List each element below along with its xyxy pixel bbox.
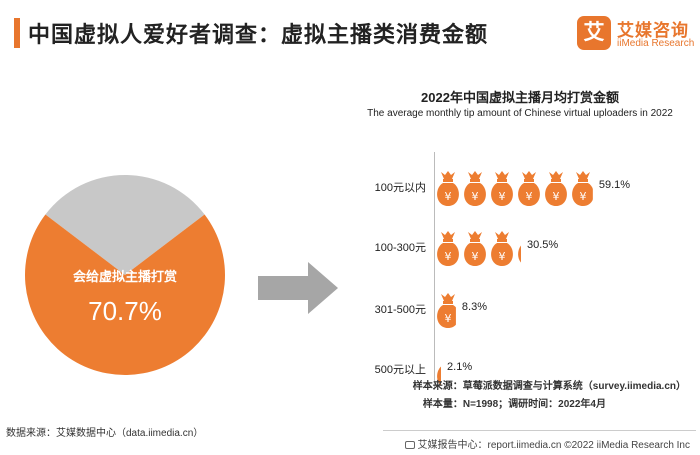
value-label: 30.5% <box>527 239 559 251</box>
svg-text:¥: ¥ <box>445 190 452 203</box>
report-icon <box>404 441 415 449</box>
pie-slice-rest <box>45 175 205 275</box>
bar-icons: ¥ ¥ ¥ ¥ <box>437 231 533 266</box>
category-label: 500元以上 <box>374 364 426 376</box>
pie-svg <box>24 175 225 376</box>
right-arrow-icon <box>258 262 338 314</box>
pie-label: 会给虚拟主播打赏 <box>72 269 177 284</box>
pictograph-bar: ¥ <box>436 290 462 330</box>
pictograph-bar: ¥ ¥ ¥ ¥ ¥ ¥ <box>436 168 597 208</box>
money-bag-icon: ¥ <box>464 231 486 266</box>
category-label: 100元以内 <box>374 182 426 194</box>
footer-divider <box>383 430 696 431</box>
money-bag-icon: ¥ <box>437 231 459 266</box>
svg-text:¥: ¥ <box>445 250 452 263</box>
value-label: 2.1% <box>447 361 473 373</box>
money-bag-icon: ¥ <box>518 245 533 263</box>
footer-copyright: 艾媒报告中心：report.iimedia.cn ©2022 iiMedia R… <box>404 436 690 451</box>
value-label: 8.3% <box>461 301 487 313</box>
page-title: 中国虚拟人爱好者调查：虚拟主播类消费金额 <box>28 22 489 47</box>
svg-text:¥: ¥ <box>580 190 587 203</box>
money-bag-icon: ¥ <box>464 171 486 206</box>
money-bag-icon: ¥ <box>545 171 567 206</box>
money-bag-icon: ¥ <box>518 171 540 206</box>
svg-text:¥: ¥ <box>499 190 506 203</box>
svg-text:¥: ¥ <box>472 250 479 263</box>
sample-size: 样本量：N=1998；调研时间：2022年4月 <box>422 399 606 410</box>
pie-value: 70.7% <box>88 296 162 326</box>
svg-text:¥: ¥ <box>526 190 533 203</box>
svg-text:¥: ¥ <box>526 250 533 263</box>
money-bag-icon: ¥ <box>491 231 513 266</box>
svg-text:¥: ¥ <box>499 250 506 263</box>
category-label: 301-500元 <box>374 304 426 316</box>
svg-text:¥: ¥ <box>553 190 560 203</box>
bar-icons: ¥ <box>437 354 442 386</box>
bar-icons: ¥ ¥ ¥ ¥ ¥ ¥ <box>437 171 593 206</box>
money-bag-icon: ¥ <box>437 171 459 206</box>
svg-text:¥: ¥ <box>445 312 452 325</box>
money-bag-icon: ¥ <box>437 293 456 328</box>
logo-mark: 艾 <box>577 16 611 50</box>
pictograph-bar: ¥ <box>436 350 462 390</box>
chart-axis-line <box>434 152 435 390</box>
title-accent-bar <box>14 18 20 48</box>
pie-chart: 会给虚拟主播打赏 70.7% <box>0 150 250 400</box>
chart-subtitle: The average monthly tip amount of Chines… <box>367 108 673 119</box>
money-bag-icon: ¥ <box>491 171 513 206</box>
logo-name: 艾媒咨询 <box>617 21 689 40</box>
logo-subtitle: iiMedia Research <box>617 38 695 49</box>
data-source: 数据来源：艾媒数据中心（data.iimedia.cn） <box>6 428 204 439</box>
money-bag-icon: ¥ <box>572 171 593 206</box>
value-label: 59.1% <box>598 179 631 191</box>
sample-source: 样本来源：草莓派数据调查与计算系统（survey.iimedia.cn） <box>412 381 686 392</box>
pie-slice-tip <box>24 214 225 376</box>
category-label: 100-300元 <box>374 242 426 254</box>
copyright-text: 艾媒报告中心：report.iimedia.cn ©2022 iiMedia R… <box>417 440 690 451</box>
bar-icons: ¥ <box>437 293 456 328</box>
svg-text:¥: ¥ <box>472 190 479 203</box>
pictograph-bar: ¥ ¥ ¥ ¥ <box>436 228 543 268</box>
brand-logo[interactable]: 艾 艾媒咨询 iiMedia Research <box>577 16 695 56</box>
chart-title: 2022年中国虚拟主播月均打赏金额 <box>421 90 619 105</box>
